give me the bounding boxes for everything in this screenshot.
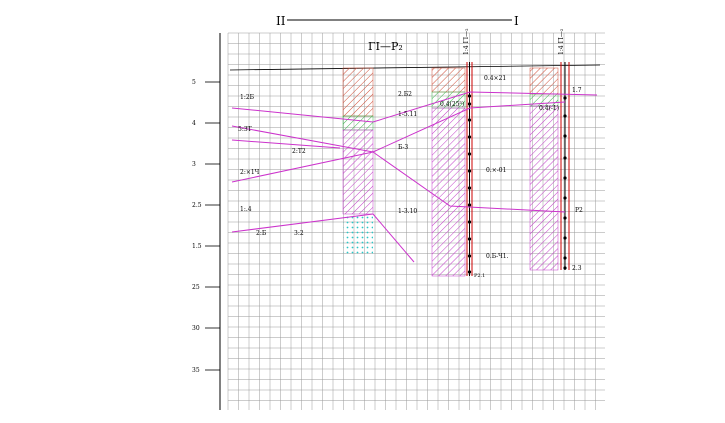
- sample-marker: [467, 102, 472, 106]
- depth-tick-label: 35: [192, 367, 200, 374]
- sample-marker: [467, 203, 472, 207]
- layer-label-left-5: 2:Б: [256, 230, 267, 237]
- well-1-bottom-label: Р2.1: [474, 273, 485, 279]
- well-2-side-label: 0.4(-1): [539, 105, 559, 112]
- sample-marker: [563, 196, 567, 200]
- sample-marker: [563, 134, 567, 138]
- layer-label-center-3: Б-3: [398, 144, 408, 151]
- column-center-red-hatch: [342, 67, 374, 117]
- well-1-low-label: 0.Б-Ч1.: [486, 253, 509, 260]
- layer-line-6: [372, 213, 415, 263]
- well-1-red-hatch: [431, 67, 466, 93]
- well-2-header: 1:4 ГI—₂: [558, 28, 565, 55]
- layer-label-center-2: 1-5.11: [398, 111, 417, 118]
- sample-marker: [563, 156, 567, 160]
- depth-tick-label: 5: [192, 79, 196, 86]
- depth-axis-ticks: [205, 81, 220, 371]
- depth-tick-label: 25: [192, 284, 200, 291]
- column-center: [342, 67, 374, 254]
- depth-tick-label: 30: [192, 325, 200, 332]
- column-center-green-hatch: [342, 115, 374, 131]
- depth-tick-label: 1.5: [192, 243, 202, 250]
- well-2-top-label: 1.7: [572, 87, 582, 94]
- depth-axis-labels: 5 4 3 2.5 1.5 25 30 35: [192, 79, 202, 374]
- well-1-top-label: 0.4×21: [484, 75, 506, 82]
- section-right-mark: I: [514, 14, 519, 28]
- ground-surface-line: [229, 64, 601, 71]
- sample-marker: [563, 236, 567, 240]
- layer-line-1: [231, 91, 598, 123]
- well-1-mid-label: 0.×-01: [486, 167, 506, 174]
- sample-marker: [467, 169, 472, 173]
- sample-marker: [467, 186, 472, 190]
- sample-marker: [467, 118, 472, 122]
- layer-line-2: [231, 101, 566, 153]
- depth-tick-label: 3: [192, 161, 196, 168]
- well-2-bottom-label: 2.3: [572, 265, 582, 272]
- sample-marker: [467, 135, 472, 139]
- sample-marker: [563, 96, 567, 100]
- well-2-magenta-hatch: [529, 105, 559, 271]
- sample-marker: [467, 237, 472, 241]
- layer-line-7: [231, 139, 341, 149]
- well-2-red-hatch: [529, 67, 559, 95]
- sample-marker: [563, 176, 567, 180]
- layer-label-center-1: 2.Б2: [398, 91, 412, 98]
- layer-label-lower-1: 2:Т2: [292, 148, 306, 155]
- well-1-side-label: 0.4(25³): [440, 101, 464, 108]
- layer-label-left-4: 1:.4: [240, 206, 252, 213]
- well-1-header: 1:4 ΓΙ—₂: [463, 28, 470, 55]
- sample-marker: [467, 152, 472, 156]
- layer-label-center-4: 1-3.10: [398, 208, 417, 215]
- well-2-right-label: Р2: [575, 207, 583, 214]
- sample-marker: [563, 266, 567, 270]
- sample-marker: [467, 270, 472, 274]
- well-sample-markers: [467, 94, 567, 274]
- layer-label-left-3: 2:×1Ч: [240, 169, 260, 176]
- layer-line-4: [231, 213, 374, 233]
- layer-line-3: [231, 151, 374, 183]
- sample-marker: [563, 256, 567, 260]
- column-center-cyan-dots: [343, 214, 373, 254]
- depth-tick-label: 2.5: [192, 202, 202, 209]
- sample-marker: [467, 94, 472, 98]
- sample-marker: [563, 114, 567, 118]
- sample-marker: [467, 220, 472, 224]
- profile-title: ΓΙ—P₂: [368, 40, 403, 53]
- layer-label-left-2: 5:3Т: [238, 126, 252, 133]
- section-left-mark: II: [276, 14, 286, 28]
- column-center-magenta-hatch: [342, 129, 374, 215]
- well-1-magenta-hatch: [431, 107, 466, 277]
- layer-labels: 1:2Б 5:3Т 2:×1Ч 1:.4 2:Б 2.Б2 1-5.11 Б-3…: [238, 91, 417, 237]
- well-1-column: [431, 62, 473, 277]
- layer-label-left-1: 1:2Б: [240, 94, 255, 101]
- layer-lines: [231, 91, 598, 263]
- layer-line-5: [372, 151, 566, 213]
- depth-tick-label: 4: [192, 120, 196, 127]
- sample-marker: [563, 216, 567, 220]
- sample-marker: [467, 254, 472, 258]
- layer-label-lower-2: 3:2: [294, 230, 304, 237]
